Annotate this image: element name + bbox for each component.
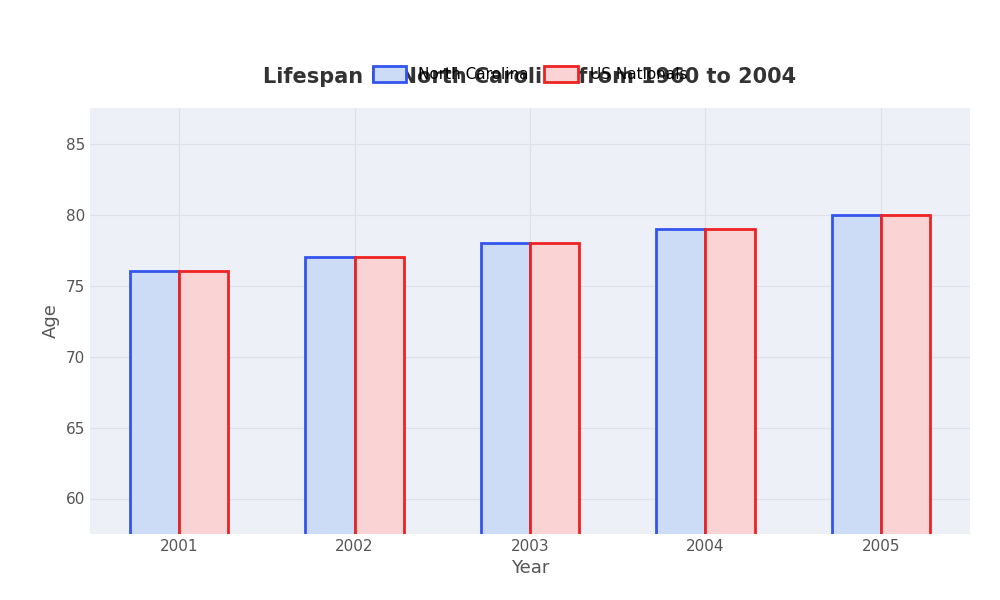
Bar xyxy=(481,243,530,600)
Bar xyxy=(130,271,179,600)
Bar xyxy=(832,215,881,600)
Bar xyxy=(656,229,705,600)
Bar xyxy=(881,215,930,600)
Y-axis label: Age: Age xyxy=(42,304,60,338)
Bar xyxy=(305,257,355,600)
Legend: North Carolina, US Nationals: North Carolina, US Nationals xyxy=(366,60,694,88)
Title: Lifespan in North Carolina from 1960 to 2004: Lifespan in North Carolina from 1960 to … xyxy=(263,67,797,87)
Bar xyxy=(355,257,404,600)
X-axis label: Year: Year xyxy=(511,559,549,577)
Bar xyxy=(530,243,579,600)
Bar xyxy=(179,271,228,600)
Bar xyxy=(705,229,755,600)
